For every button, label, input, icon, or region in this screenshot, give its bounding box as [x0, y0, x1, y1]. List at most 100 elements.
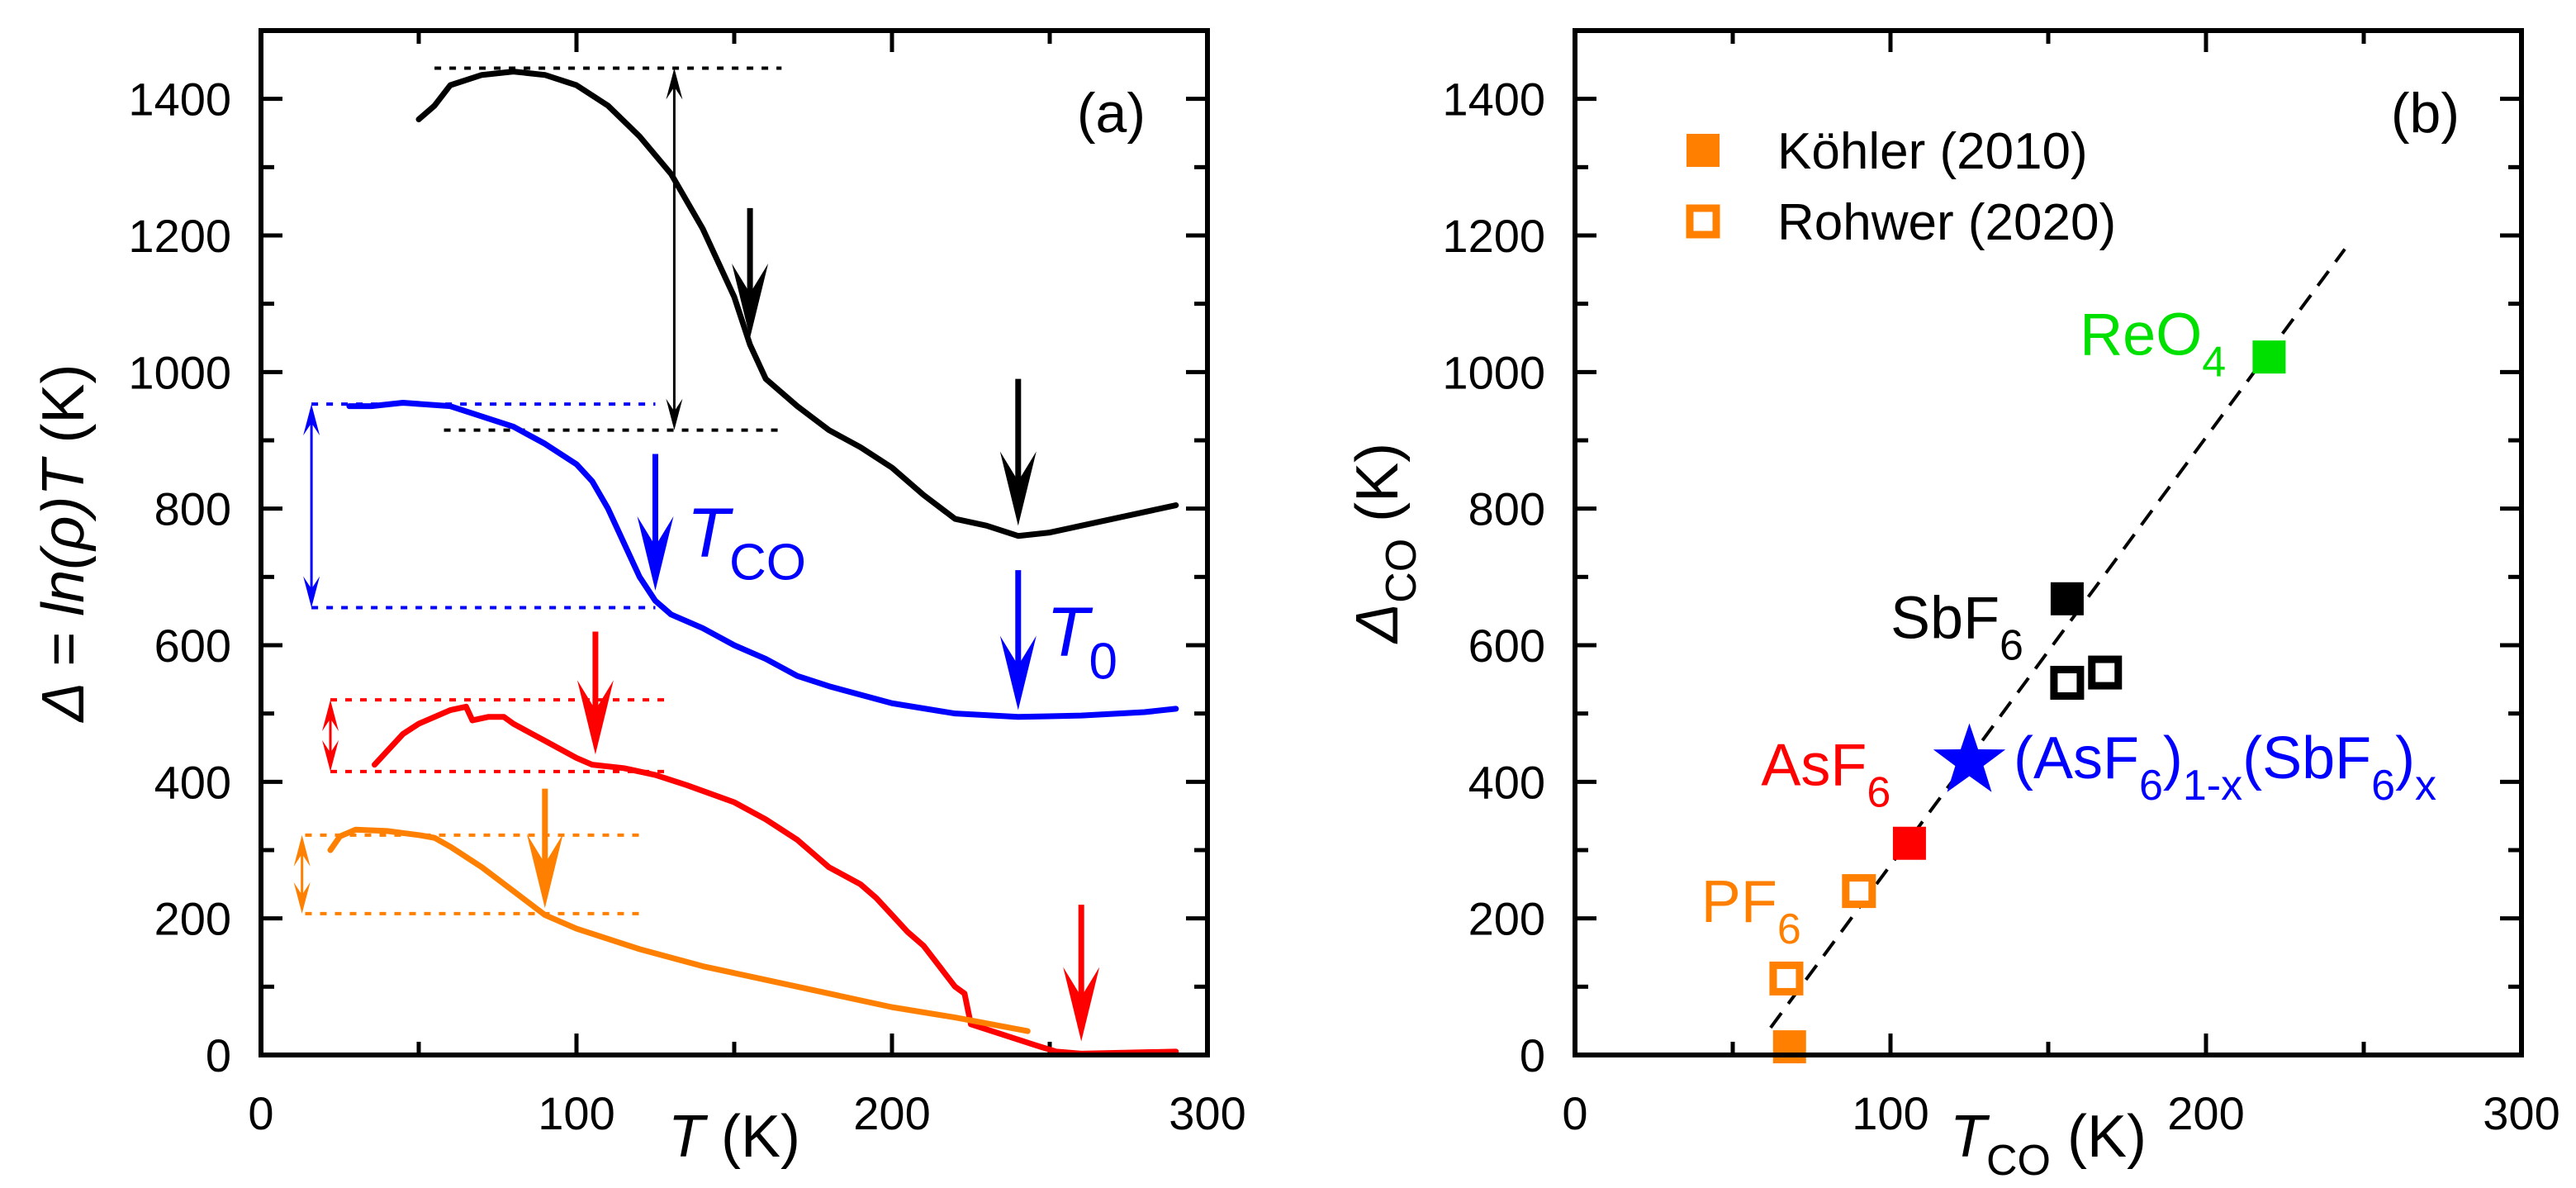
legend-label: Rohwer (2020)	[1777, 194, 2116, 251]
arrow-head	[526, 834, 563, 909]
text-part: SbF	[1890, 586, 2000, 652]
y-tick-label: 400	[154, 756, 231, 808]
arrow-head	[999, 635, 1037, 710]
text-part: x	[2415, 762, 2436, 810]
text-part: Δ	[1345, 603, 1411, 644]
open-square-marker	[2050, 665, 2085, 700]
text-part: 6	[2000, 622, 2023, 670]
y-tick-label: 200	[1468, 893, 1545, 945]
text-part: (K)	[31, 364, 97, 460]
text-part: 0	[1089, 633, 1117, 690]
filled-square-marker	[2050, 582, 2084, 615]
annotation-label: SbF6	[1890, 586, 2023, 670]
text-part: 6	[1867, 768, 1890, 816]
x-tick-label: 100	[538, 1087, 614, 1139]
x-tick-label: 300	[2483, 1087, 2559, 1139]
star-marker	[1933, 723, 2006, 792]
x-tick-label: 300	[1169, 1087, 1245, 1139]
arrow-head	[732, 264, 769, 338]
arrow-head	[293, 881, 311, 914]
y-tick-label: 600	[1468, 620, 1545, 672]
y-tick-label: 1000	[1442, 346, 1545, 398]
text-part: 6	[1777, 905, 1801, 953]
panel-label: (a)	[1077, 82, 1146, 145]
legend-label: Köhler (2010)	[1777, 123, 2088, 180]
text-part: ReO	[2080, 302, 2202, 368]
text-part: T	[1950, 1104, 1990, 1170]
series-line-red	[372, 703, 1179, 1057]
y-axis-title: ΔCO (K)	[1345, 443, 1426, 644]
text-part: PF	[1701, 869, 1777, 935]
y-tick-label: 200	[154, 893, 231, 945]
text-part: Δ = ln(ρ)T	[31, 456, 97, 724]
text-part: 6	[2371, 762, 2395, 810]
y-tick-label: 1400	[128, 74, 231, 126]
text-part: T	[1046, 592, 1093, 670]
text-part: )	[2163, 725, 2183, 791]
open-square-marker	[1769, 961, 1804, 996]
x-tick-label: 200	[853, 1087, 930, 1139]
annotation-label: PF6	[1701, 869, 1801, 953]
y-tick-label: 1000	[128, 346, 231, 398]
filled-square-marker	[1892, 826, 1926, 860]
text-part: T	[668, 1104, 709, 1170]
arrow-head	[303, 404, 320, 436]
annotation-label: (AsF6)1-x(SbF6)x	[2014, 725, 2436, 810]
y-tick-label: 800	[1468, 483, 1545, 535]
text-part: CO	[1986, 1137, 2051, 1185]
x-axis-title: T (K)	[668, 1104, 800, 1170]
x-axis-title: TCO (K)	[1950, 1104, 2147, 1185]
x-tick-label: 200	[2167, 1087, 2244, 1139]
filled-square-marker	[1772, 1030, 1806, 1064]
text-part: 4	[2202, 339, 2226, 387]
arrow-head	[322, 739, 339, 772]
text-part: )	[2395, 725, 2415, 791]
annotation-label: TCO	[687, 494, 806, 592]
text-part: CO	[729, 535, 806, 592]
annotation-label: AsF6	[1761, 732, 1890, 816]
text-part: (K)	[2051, 1104, 2147, 1170]
open-square-marker	[1842, 874, 1876, 909]
text-part: (AsF	[2014, 725, 2139, 791]
text-part: T	[687, 494, 734, 572]
y-tick-label: 1200	[1442, 210, 1545, 262]
annotation-label: ReO4	[2080, 302, 2226, 387]
x-tick-label: 100	[1852, 1087, 1928, 1139]
legend-marker	[1686, 204, 1720, 239]
text-part: CO	[1378, 539, 1426, 603]
panel-label: (b)	[2391, 82, 2460, 145]
arrow-head	[637, 516, 674, 591]
text-part: (K)	[1345, 443, 1411, 539]
annotation-label: T0	[1046, 592, 1117, 690]
y-tick-label: 0	[206, 1029, 231, 1081]
arrow-head	[666, 68, 683, 100]
series-line-black	[415, 69, 1179, 539]
x-tick-label: 0	[1562, 1087, 1587, 1139]
y-axis-title: Δ = ln(ρ)T (K)	[31, 364, 97, 724]
open-square-marker	[2088, 655, 2123, 690]
text-part: (SbF	[2242, 725, 2371, 791]
plot-frame	[259, 28, 1210, 1057]
arrow-head	[576, 680, 614, 755]
text-part: 6	[2139, 762, 2163, 810]
series-line-blue	[346, 400, 1179, 720]
legend-marker	[1686, 134, 1720, 167]
y-tick-label: 1200	[128, 210, 231, 262]
arrow-head	[1063, 967, 1100, 1042]
y-tick-label: 800	[154, 483, 231, 535]
y-tick-label: 1400	[1442, 74, 1545, 126]
series-line-orange	[327, 826, 1031, 1034]
arrow-head	[999, 451, 1037, 526]
y-tick-label: 0	[1520, 1029, 1545, 1081]
x-tick-label: 0	[248, 1087, 273, 1139]
text-part: AsF	[1761, 732, 1867, 798]
arrow-head	[666, 398, 683, 430]
text-part: (K)	[704, 1104, 800, 1170]
text-part: 1-x	[2183, 762, 2242, 810]
y-tick-label: 600	[154, 620, 231, 672]
arrow-head	[293, 834, 311, 867]
y-tick-label: 400	[1468, 756, 1545, 808]
filled-square-marker	[2252, 340, 2286, 374]
